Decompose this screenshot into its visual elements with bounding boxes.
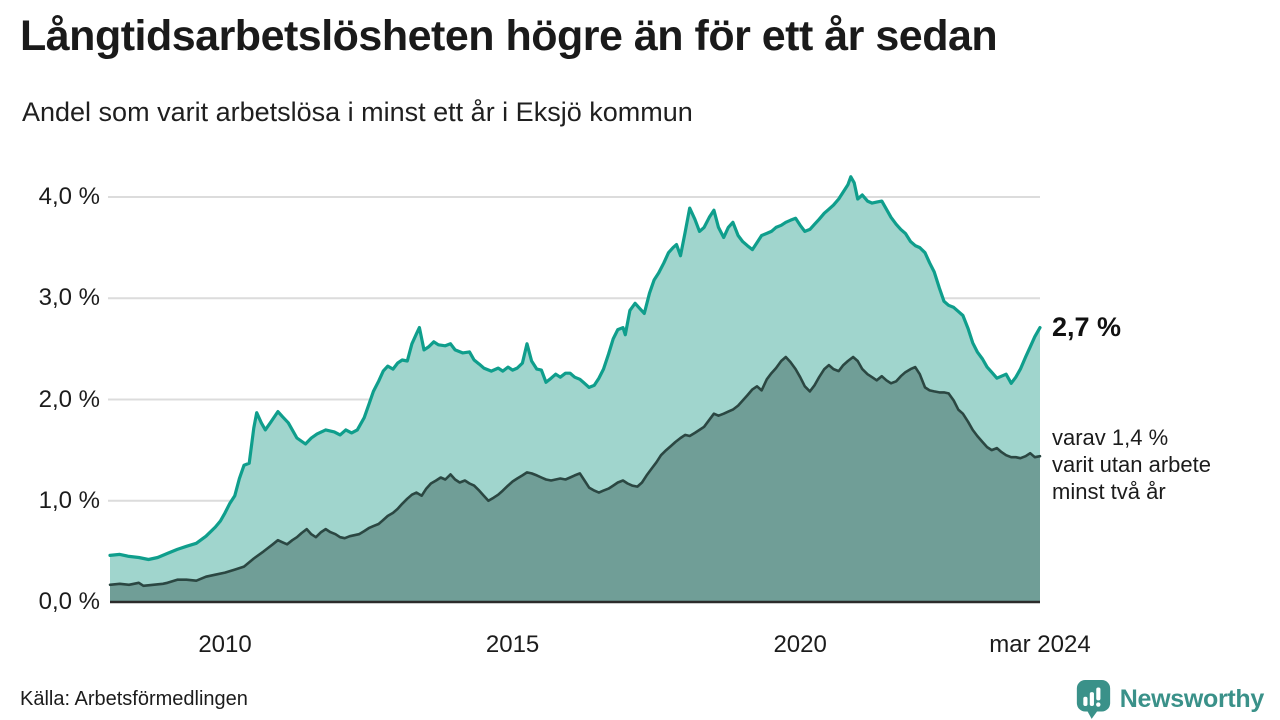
y-tick-label-3: 3,0 % bbox=[38, 284, 100, 312]
page-title: Långtidsarbetslösheten högre än för ett … bbox=[20, 12, 998, 60]
x-tick-label-mar-2024: mar 2024 bbox=[989, 631, 1091, 658]
y-tick-label-2: 2,0 % bbox=[38, 385, 100, 413]
brand-logo: Newsworthy bbox=[1075, 678, 1264, 720]
source-note: Källa: Arbetsförmedlingen bbox=[20, 688, 248, 710]
x-tick-label-2020: 2020 bbox=[773, 631, 827, 658]
secondary-value-line2: varit utan arbete bbox=[1052, 452, 1211, 477]
line-minst-tva-ar bbox=[108, 355, 1042, 588]
x-tick-label-2010: 2010 bbox=[198, 631, 252, 658]
secondary-value-label: varav 1,4 % varit utan arbete minst två … bbox=[1052, 424, 1211, 505]
x-tick-label-2015: 2015 bbox=[485, 631, 540, 658]
newsworthy-icon bbox=[1076, 680, 1110, 719]
y-tick-label-1: 1,0 % bbox=[38, 486, 100, 514]
secondary-value-line3: minst två år bbox=[1052, 479, 1166, 504]
secondary-value-line1: varav 1,4 % bbox=[1052, 425, 1169, 450]
y-tick-label-0: 0,0 % bbox=[38, 588, 100, 615]
line-minst-ett-ar bbox=[108, 175, 1042, 562]
chart-subtitle: Andel som varit arbetslösa i minst ett å… bbox=[22, 97, 693, 127]
brand-wordmark: Newsworthy bbox=[1119, 684, 1265, 713]
area-minst-tva-ar bbox=[110, 357, 1040, 602]
latest-value-label: 2,7 % bbox=[1052, 312, 1122, 342]
y-tick-label-4: 4,0 % bbox=[38, 183, 100, 210]
